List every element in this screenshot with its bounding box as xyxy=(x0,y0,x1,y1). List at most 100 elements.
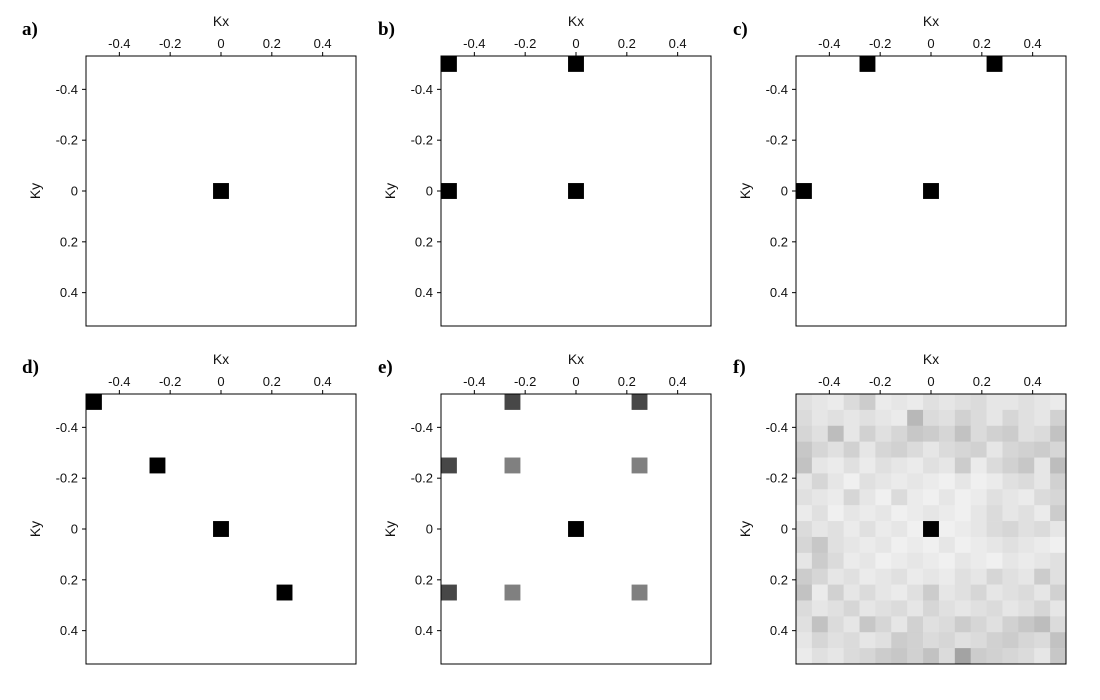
heatmap-cell xyxy=(1034,584,1051,601)
heatmap-cell xyxy=(923,600,940,617)
heatmap-cell xyxy=(1050,409,1067,427)
heatmap-cell xyxy=(568,521,584,537)
heatmap-cell xyxy=(1018,521,1035,538)
x-tick-label: -0.4 xyxy=(108,374,130,389)
heatmap-cell xyxy=(938,568,956,585)
heatmap-cell xyxy=(938,552,956,570)
y-axis-label: Ky xyxy=(737,183,753,199)
heatmap-cell xyxy=(1034,568,1051,585)
heatmap-cell xyxy=(1002,632,1019,649)
x-axis-label: Kx xyxy=(923,351,939,367)
heatmap-cell xyxy=(843,441,860,458)
heatmap-cell xyxy=(1018,489,1035,506)
heatmap-cell xyxy=(970,632,987,649)
heatmap-cell xyxy=(891,552,908,570)
heatmap-cell xyxy=(504,394,521,410)
heatmap-cell xyxy=(891,536,908,554)
y-tick-label: 0.4 xyxy=(770,285,788,300)
heatmap-cell xyxy=(796,616,813,633)
x-axis-label: Kx xyxy=(923,13,939,29)
x-tick-label: 0.4 xyxy=(314,374,332,389)
heatmap-cell xyxy=(970,536,987,554)
heatmap-cell xyxy=(875,600,892,617)
heatmap-cell xyxy=(859,409,876,427)
heatmap-cell xyxy=(954,489,972,506)
x-tick-label: -0.4 xyxy=(108,36,130,51)
y-axis-label: Ky xyxy=(27,183,43,199)
heatmap-cell xyxy=(811,394,829,411)
heatmap-cell xyxy=(954,394,972,411)
heatmap-cell xyxy=(796,632,813,649)
heatmap-cell xyxy=(796,489,813,506)
heatmap-cell xyxy=(1002,521,1019,538)
heatmap-cell xyxy=(1002,441,1019,458)
heatmap-cell xyxy=(875,394,892,411)
y-tick-label: -0.2 xyxy=(766,133,788,148)
heatmap-cell xyxy=(970,505,987,522)
x-tick-label: 0.2 xyxy=(618,374,636,389)
heatmap-cell xyxy=(796,473,813,490)
heatmap-cell xyxy=(1002,394,1019,411)
x-tick-label: 0 xyxy=(572,36,579,51)
heatmap-cell xyxy=(954,600,972,617)
heatmap-cell xyxy=(986,632,1003,649)
heatmap-cell xyxy=(954,505,972,522)
heatmap-cell xyxy=(986,441,1003,458)
heatmap-cell xyxy=(923,473,940,490)
heatmap-cell xyxy=(796,552,813,570)
heatmap-cell xyxy=(970,648,987,665)
y-tick-label: 0 xyxy=(781,184,788,199)
y-tick-label: -0.2 xyxy=(56,133,78,148)
heatmap-cell xyxy=(843,473,860,490)
heatmap-cell xyxy=(796,183,812,199)
heatmap-cell xyxy=(923,394,940,411)
heatmap-cell xyxy=(796,425,813,442)
heatmap-cell xyxy=(875,616,892,633)
heatmap-cell xyxy=(954,536,972,554)
y-tick-label: -0.4 xyxy=(411,82,433,97)
heatmap-cell xyxy=(843,648,860,665)
heatmap-cell xyxy=(1050,394,1067,411)
x-tick-label: 0.4 xyxy=(314,36,332,51)
heatmap-cell xyxy=(938,441,956,458)
y-tick-label: 0.4 xyxy=(60,285,78,300)
heatmap-cell xyxy=(907,505,924,522)
x-tick-label: 0 xyxy=(217,36,224,51)
heatmap-cell xyxy=(875,584,892,601)
heatmap-cell xyxy=(938,616,956,633)
heatmap-cell xyxy=(859,648,876,665)
heatmap-cell xyxy=(875,552,892,570)
x-tick-label: -0.2 xyxy=(869,36,891,51)
heatmap-cell xyxy=(954,457,972,474)
heatmap-cell xyxy=(504,457,521,474)
heatmap-cell xyxy=(986,648,1003,665)
heatmap-cell xyxy=(907,600,924,617)
heatmap-cell xyxy=(827,425,844,442)
heatmap-cell xyxy=(827,648,844,665)
heatmap-cell xyxy=(986,394,1003,411)
heatmap-cell xyxy=(938,425,956,442)
heatmap-cell xyxy=(891,648,908,665)
heatmap-cell xyxy=(1002,473,1019,490)
heatmap-cell xyxy=(986,600,1003,617)
x-axis-label: Kx xyxy=(568,351,584,367)
heatmap-cell xyxy=(923,632,940,649)
heatmap-cell xyxy=(907,441,924,458)
heatmap-cell xyxy=(796,394,813,411)
heatmap-cell xyxy=(907,648,924,665)
heatmap-cell xyxy=(827,505,844,522)
heatmap-cell xyxy=(1034,489,1051,506)
heatmap-cell xyxy=(796,409,813,427)
panel-label: e) xyxy=(378,357,393,378)
heatmap-cell xyxy=(859,394,876,411)
heatmap-cell xyxy=(923,648,940,665)
heatmap-cell xyxy=(891,441,908,458)
heatmap-cell xyxy=(1050,616,1067,633)
heatmap-cell xyxy=(970,425,987,442)
heatmap-cell xyxy=(1034,536,1051,554)
heatmap-cell xyxy=(923,457,940,474)
heatmap-cell xyxy=(875,536,892,554)
heatmap-cell xyxy=(859,536,876,554)
y-tick-label: 0.4 xyxy=(770,623,788,638)
heatmap-cell xyxy=(938,505,956,522)
